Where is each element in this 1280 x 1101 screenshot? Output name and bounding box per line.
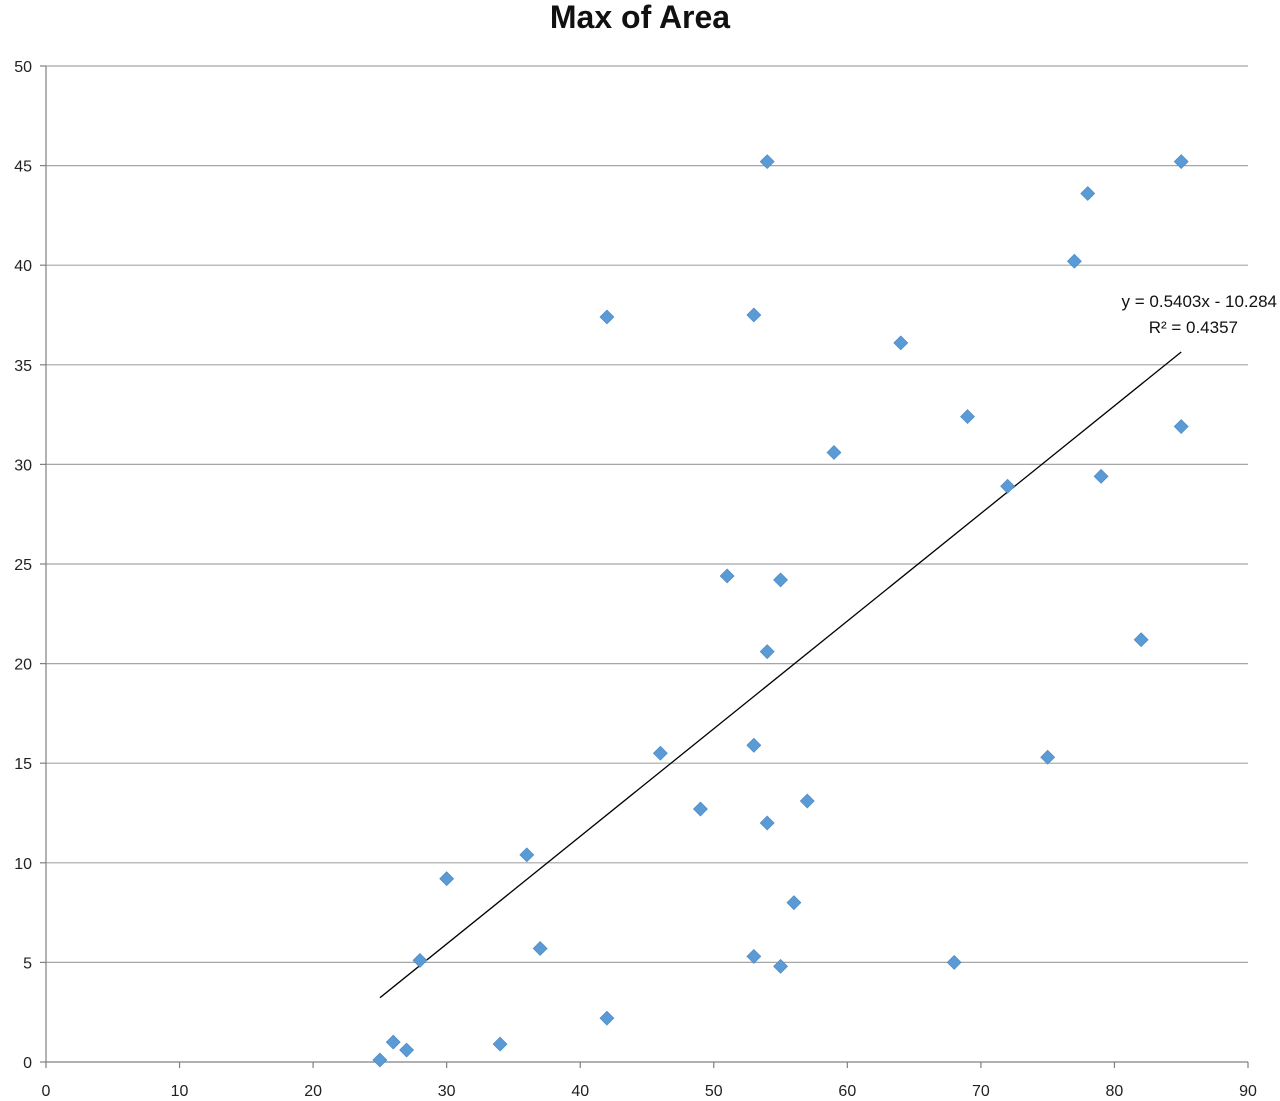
data-point-30 [1080, 186, 1096, 201]
data-point-26 [960, 409, 975, 425]
y-tick-label-15: 15 [14, 756, 32, 773]
chart-title: Max of Area [549, 0, 731, 35]
data-point-21 [786, 895, 802, 911]
x-tick-label-90: 90 [1239, 1083, 1257, 1100]
y-tick-label-40: 40 [14, 258, 32, 275]
y-tick-label-5: 5 [23, 955, 32, 972]
y-tick-label-35: 35 [14, 358, 32, 375]
data-point-15 [746, 948, 762, 964]
trendline [379, 351, 1182, 999]
x-tick-label-80: 80 [1106, 1083, 1124, 1100]
y-tick-label-50: 50 [14, 59, 32, 76]
trendline-labels: y = 0.5403x - 10.284 R² = 0.4357 [1122, 292, 1277, 337]
x-tick-label-30: 30 [438, 1083, 456, 1100]
data-point-17 [759, 644, 775, 660]
data-points [372, 154, 1189, 1068]
data-point-8 [599, 1010, 615, 1026]
data-point-20 [773, 958, 788, 974]
data-point-33 [1173, 154, 1189, 170]
data-point-32 [1133, 632, 1149, 648]
trendline-group [379, 351, 1182, 999]
data-point-22 [799, 793, 815, 809]
data-point-13 [746, 737, 762, 753]
data-point-4 [439, 871, 455, 887]
x-tick-label-40: 40 [571, 1083, 589, 1100]
data-point-14 [746, 307, 762, 323]
data-point-10 [652, 745, 668, 761]
data-point-28 [1040, 749, 1056, 765]
data-point-31 [1093, 468, 1109, 484]
data-point-12 [719, 568, 735, 584]
data-point-11 [692, 801, 708, 817]
data-point-25 [946, 954, 962, 970]
y-tick-label-0: 0 [23, 1055, 32, 1072]
axes [40, 65, 1249, 1068]
y-tick-label-20: 20 [14, 657, 32, 674]
data-point-6 [519, 847, 535, 863]
data-point-24 [893, 335, 909, 351]
tick-labels: 0 5 10 15 20 25 30 35 40 45 50 0 10 20 30 40 50 60 70 80 90 [14, 59, 1257, 1100]
x-tick-label-10: 10 [171, 1083, 189, 1100]
data-point-16 [759, 154, 775, 170]
data-point-34 [1173, 419, 1189, 434]
data-point-27 [1000, 478, 1016, 494]
data-point-7 [532, 941, 548, 956]
data-point-19 [773, 572, 788, 588]
x-tick-label-50: 50 [705, 1083, 723, 1100]
trendline-equation: y = 0.5403x - 10.284 [1122, 292, 1277, 311]
data-point-3 [412, 952, 428, 968]
x-tick-label-70: 70 [972, 1083, 990, 1100]
y-tick-label-45: 45 [14, 159, 32, 176]
data-point-5 [492, 1036, 508, 1052]
data-point-18 [759, 815, 775, 831]
y-tick-label-25: 25 [14, 557, 32, 574]
x-tick-label-0: 0 [42, 1083, 51, 1100]
y-tick-label-30: 30 [14, 457, 32, 474]
trendline-r-squared: R² = 0.4357 [1149, 318, 1238, 337]
data-point-9 [599, 309, 615, 325]
data-point-2 [399, 1042, 415, 1058]
gridlines [46, 65, 1248, 964]
x-tick-label-20: 20 [304, 1083, 322, 1100]
data-point-0 [372, 1052, 388, 1068]
data-point-29 [1066, 253, 1082, 269]
y-tick-label-10: 10 [14, 856, 32, 873]
data-point-23 [826, 445, 842, 460]
data-point-1 [385, 1034, 401, 1050]
x-tick-label-60: 60 [838, 1083, 856, 1100]
